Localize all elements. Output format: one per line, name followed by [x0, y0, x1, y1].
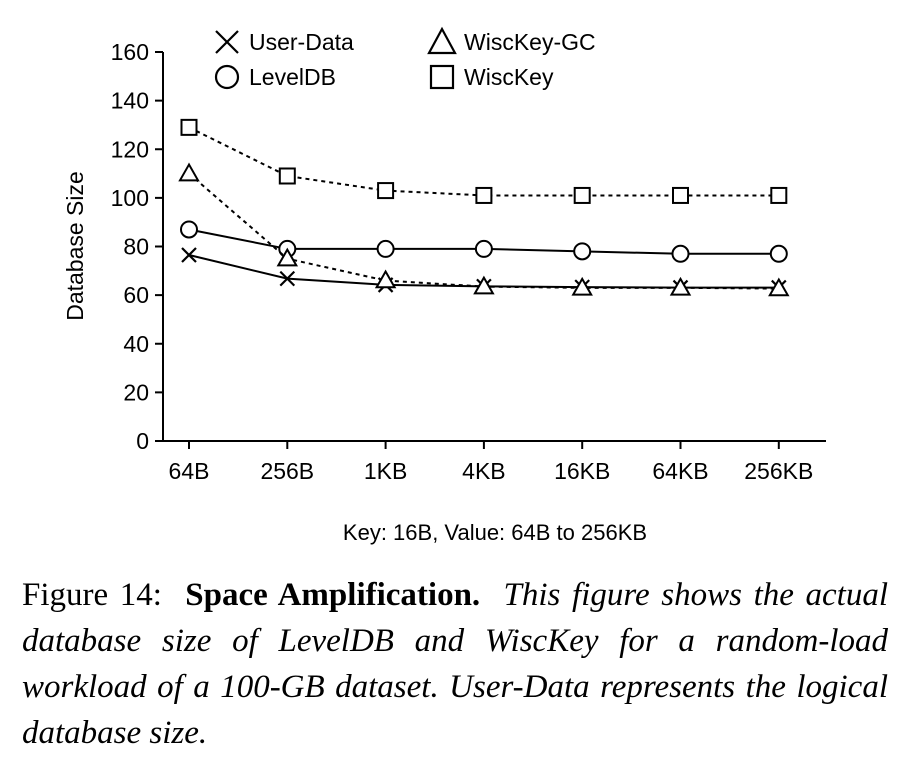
data-point-leveldb — [573, 242, 592, 261]
x-tick-label: 64B — [169, 458, 210, 484]
caption-body: This figure shows the actual database si… — [22, 577, 889, 751]
data-point-wisckey — [180, 118, 198, 136]
axes: 0 20 40 60 80 100 120 140 160 64B 256B 1KB 4KB 16KB 64… — [111, 39, 826, 484]
legend-entry-user-data: User-Data — [215, 29, 354, 55]
series-layer — [178, 118, 790, 297]
y-tick-label: 60 — [123, 282, 149, 308]
data-point-wisckey — [573, 186, 591, 204]
data-point-leveldb — [769, 244, 788, 263]
x-tick-label: 256B — [260, 458, 314, 484]
data-point-leveldb — [180, 220, 198, 239]
y-tick-label: 100 — [111, 185, 149, 211]
data-point-wisckey-gc — [473, 275, 495, 295]
legend-entry-wisckey-gc: WiscKey-GC — [427, 26, 596, 55]
y-tick-label: 40 — [123, 331, 149, 357]
data-point-wisckey-gc — [276, 247, 299, 267]
y-tick-label: 0 — [136, 428, 149, 454]
legend-label: WiscKey — [464, 64, 554, 90]
legend-label: WiscKey-GC — [464, 29, 596, 55]
data-point-user-data — [279, 270, 296, 287]
y-tick-label: 140 — [111, 88, 149, 114]
data-point-wisckey — [770, 186, 788, 204]
series-wisckey — [180, 118, 788, 204]
data-point-wisckey — [278, 167, 296, 185]
x-tick-label: 16KB — [554, 458, 610, 484]
legend-entry-wisckey: WiscKey — [429, 64, 554, 90]
x-tick-label: 64KB — [652, 458, 708, 484]
figure-caption: Figure 14: Space Amplification. This fig… — [22, 572, 888, 756]
legend-label: User-Data — [249, 29, 354, 55]
data-point-leveldb — [474, 239, 493, 258]
y-axis-label: Database Size — [62, 171, 88, 321]
x-axis-label: Key: 16B, Value: 64B to 256KB — [343, 520, 647, 545]
y-tick-label: 80 — [123, 234, 149, 260]
data-point-wisckey — [377, 182, 395, 200]
data-point-wisckey-gc — [374, 269, 397, 289]
data-point-leveldb — [376, 239, 395, 258]
series-leveldb — [180, 220, 788, 263]
series-wisckey-gc — [178, 162, 790, 297]
caption-figure-label: Figure 14: — [22, 577, 162, 613]
legend-entry-leveldb: LevelDB — [214, 64, 336, 90]
y-tick-label: 160 — [111, 39, 149, 65]
data-point-wisckey-gc — [571, 276, 593, 296]
data-point-leveldb — [671, 244, 690, 263]
x-tick-label: 1KB — [364, 458, 407, 484]
data-point-user-data — [181, 247, 197, 263]
data-point-wisckey — [475, 186, 493, 204]
data-point-wisckey — [672, 186, 689, 204]
data-point-wisckey-gc — [768, 277, 790, 297]
x-tick-label: 256KB — [744, 458, 813, 484]
legend: User-Data LevelDB WiscKey-GC WiscKey — [214, 26, 596, 90]
line-chart: 0 20 40 60 80 100 120 140 160 64B 256B 1KB 4KB 16KB 64… — [62, 26, 826, 545]
data-point-wisckey-gc — [178, 162, 200, 182]
y-tick-label: 120 — [111, 136, 149, 162]
x-tick-label: 4KB — [462, 458, 505, 484]
legend-label: LevelDB — [249, 64, 336, 90]
data-point-wisckey-gc — [669, 276, 692, 296]
series-line-wisckey — [188, 126, 779, 197]
caption-title: Space Amplification. — [185, 577, 481, 613]
y-tick-label: 20 — [123, 379, 149, 405]
